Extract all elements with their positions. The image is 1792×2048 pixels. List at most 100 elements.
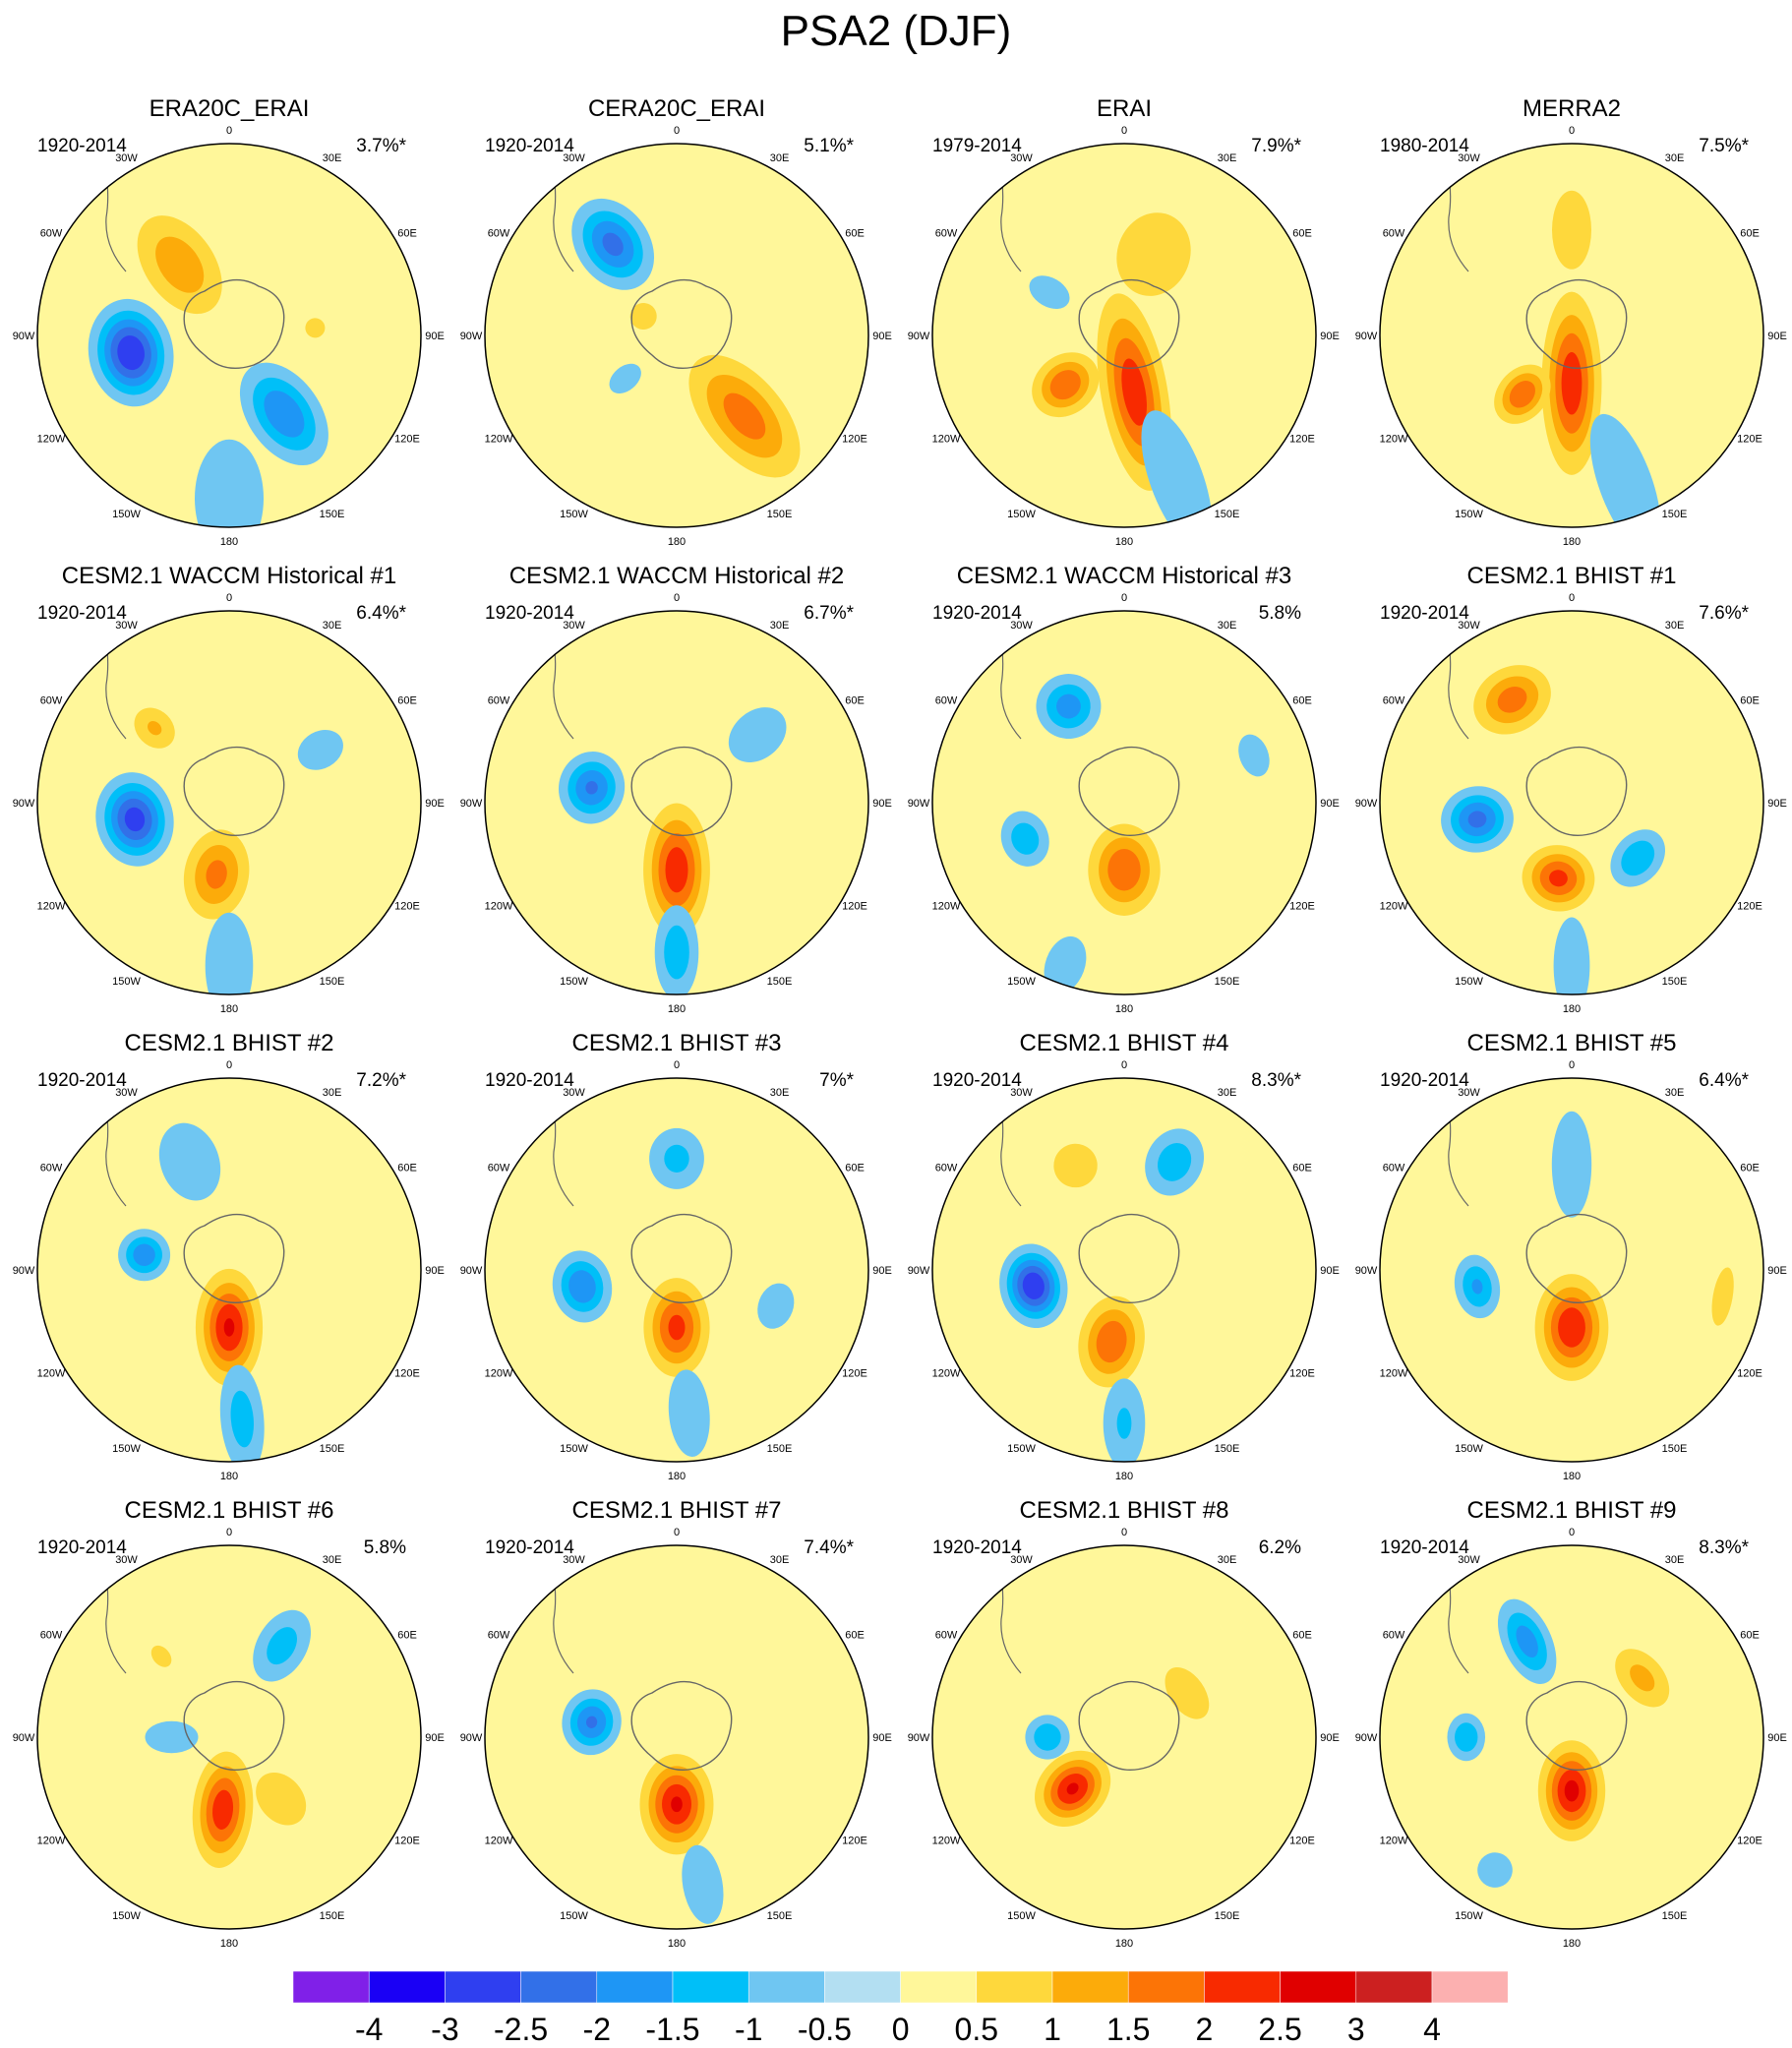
anomaly [183, 829, 250, 920]
lon-label: 150W [112, 976, 141, 988]
lon-label: 60W [40, 695, 63, 707]
anomaly [668, 1369, 710, 1457]
lon-label: 0 [674, 125, 680, 137]
lon-label: 90E [425, 1265, 445, 1277]
anomaly [95, 772, 174, 867]
anomaly [558, 752, 626, 824]
lon-label: 30W [563, 620, 585, 632]
contour-band [1549, 870, 1568, 887]
contour-band [757, 1283, 795, 1329]
lon-label: 150W [1455, 509, 1483, 520]
anomaly [999, 1243, 1068, 1329]
antarctica-coastline [1525, 1213, 1628, 1303]
anomaly [1537, 1740, 1606, 1841]
lon-label: 120E [1737, 901, 1762, 913]
panel: CESM2.1 BHIST #6 1920-2014 5.8% 0 30E 60E 90E 1… [13, 1497, 445, 1950]
panel-period: 1920-2014 [37, 1537, 127, 1558]
panel-title: CESM2.1 BHIST #2 [125, 1030, 334, 1056]
lon-label: 30W [563, 152, 585, 164]
anomaly [205, 912, 254, 994]
panel-period: 1920-2014 [485, 136, 574, 156]
contour-band [158, 1122, 221, 1201]
lon-label: 120E [394, 1368, 420, 1380]
anomaly [1454, 1254, 1501, 1319]
panel: CESM2.1 WACCM Historical #1 1920-2014 6.4%… [13, 563, 445, 1015]
panel-title: ERA20C_ERAI [149, 95, 310, 122]
panel-variance: 5.8% [1259, 603, 1301, 624]
panel-period: 1920-2014 [37, 1070, 127, 1091]
lon-label: 150E [1662, 976, 1688, 988]
lon-label: 120W [485, 1836, 513, 1847]
lon-label: 60W [935, 695, 958, 707]
lon-label: 30W [1458, 620, 1480, 632]
anomaly [239, 362, 329, 466]
map-background [1380, 1545, 1763, 1929]
lon-label: 150W [1455, 976, 1483, 988]
contour-band [1022, 1272, 1045, 1299]
lon-label: 60W [935, 1163, 958, 1175]
contour-band [668, 1314, 686, 1341]
contour-band [1551, 1111, 1592, 1218]
panel-title: MERRA2 [1523, 95, 1621, 122]
anomaly [1552, 190, 1591, 270]
panel: CESM2.1 BHIST #2 1920-2014 7.2%* 0 30E 60E 90E… [13, 1030, 445, 1482]
lon-label: 0 [226, 592, 232, 604]
panel: CESM2.1 BHIST #8 1920-2014 6.2% 0 30E 60E 90E 1… [908, 1497, 1340, 1950]
contour-band [1238, 734, 1270, 777]
panel-variance: 7.4%* [804, 1537, 854, 1558]
colorbar-swatch [1051, 1970, 1129, 2004]
colorbar-tick-label: 1 [1044, 2012, 1061, 2047]
anomaly [552, 1250, 613, 1323]
lon-label: 90W [460, 331, 483, 342]
anomaly [158, 1122, 221, 1201]
lon-label: 150E [1215, 976, 1240, 988]
lon-label: 120E [1289, 1368, 1315, 1380]
lon-label: 60W [488, 1163, 510, 1175]
lon-label: 30W [1010, 152, 1033, 164]
contour-band [1157, 1143, 1192, 1181]
lon-label: 90W [13, 1265, 35, 1277]
contour-band [230, 1390, 254, 1448]
contour-band [671, 1796, 683, 1813]
anomaly [1029, 275, 1070, 309]
colorbar-tick-label: -1 [735, 2012, 762, 2047]
anomaly [219, 1364, 265, 1462]
panel: MERRA2 1980-2014 7.5%* 0 30E 60E 90E 120E 150E 18… [1355, 95, 1787, 548]
lon-label: 30E [1218, 620, 1237, 632]
anomaly [562, 1689, 622, 1756]
colorbar-tick-label: -3 [431, 2012, 458, 2047]
lon-label: 150E [767, 1910, 793, 1922]
lon-label: 0 [674, 1527, 680, 1538]
anomaly [1053, 1143, 1098, 1188]
anomaly [609, 363, 641, 393]
lon-label: 60W [935, 1630, 958, 1642]
panel: ERAI 1979-2014 7.9%* 0 30E 60E 90E 120E 150E 180 1… [908, 95, 1340, 548]
contour-band [117, 335, 145, 371]
map-background [485, 1545, 868, 1929]
contour-band [206, 860, 227, 889]
lon-label: 30W [115, 152, 138, 164]
lon-label: 150E [767, 1443, 793, 1455]
lon-label: 120W [932, 1836, 961, 1847]
antarctica-coastline [630, 1213, 733, 1303]
contour-band [264, 391, 305, 438]
anomaly [137, 215, 222, 315]
panel-variance: 8.3%* [1251, 1070, 1301, 1091]
contour-band [145, 1720, 199, 1754]
lon-label: 180 [668, 536, 686, 548]
anomaly [571, 198, 655, 290]
contour-band [1096, 1320, 1127, 1363]
anomaly [1238, 734, 1270, 777]
panel-title: CESM2.1 WACCM Historical #3 [957, 563, 1292, 589]
lon-label: 150W [560, 976, 588, 988]
colorbar-swatch [672, 1970, 749, 2004]
anomaly [253, 1609, 312, 1682]
contour-band [1053, 1143, 1098, 1188]
lon-label: 180 [220, 1471, 238, 1482]
lon-label: 90E [425, 331, 445, 342]
lon-label: 150E [767, 509, 793, 520]
anomaly [1534, 1274, 1609, 1381]
anomaly [1551, 1111, 1592, 1218]
colorbar-tick-label: -0.5 [798, 2012, 852, 2047]
